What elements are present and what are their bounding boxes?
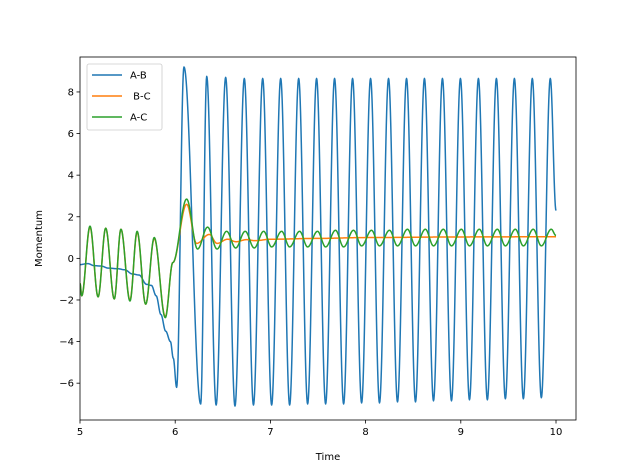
y-tick-label: −2 [59, 295, 74, 306]
y-tick-label: 8 [68, 87, 74, 98]
x-tick-label: 7 [267, 427, 273, 438]
series-layer [80, 66, 557, 407]
y-tick-label: 2 [68, 212, 74, 223]
x-axis: 5 6 7 8 9 10 [77, 420, 563, 438]
y-axis-label: Momentum [34, 210, 45, 267]
y-tick-label: 0 [68, 254, 74, 265]
x-tick-label: 10 [550, 427, 563, 438]
legend-label: B-C [130, 92, 151, 103]
y-tick-label: −6 [59, 379, 74, 390]
x-tick-label: 8 [362, 427, 368, 438]
y-tick-label: 4 [68, 171, 74, 182]
legend-box [86, 63, 163, 131]
y-axis: −6 −4 −2 0 2 4 6 8 [59, 87, 80, 390]
legend-label: A-C [130, 113, 147, 124]
x-tick-label: 9 [458, 427, 464, 438]
series-line-a-c [80, 198, 557, 319]
y-tick-label: −4 [59, 337, 74, 348]
axes-frame [79, 56, 577, 421]
legend-label: A-B [130, 71, 147, 82]
x-tick-label: 5 [77, 427, 83, 438]
x-tick-label: 6 [172, 427, 178, 438]
legend: A-B B-C A-C [86, 63, 163, 131]
y-tick-label: 6 [68, 129, 74, 140]
x-axis-label: Time [315, 452, 340, 463]
series-line-a-b [80, 66, 557, 407]
